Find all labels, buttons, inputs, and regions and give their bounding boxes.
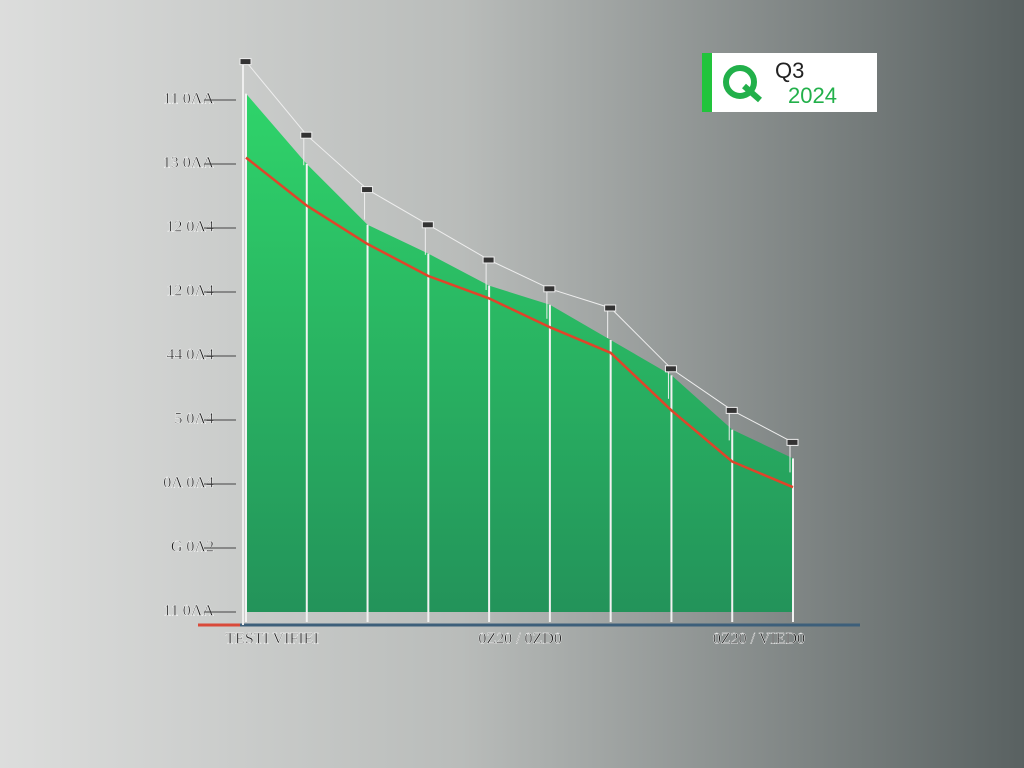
- marker: [604, 304, 617, 312]
- marker: [421, 221, 434, 229]
- marker: [239, 58, 252, 66]
- x-tick-label: 0Z20 / VIED0: [713, 631, 805, 648]
- marker: [664, 365, 677, 373]
- badge: Q3 2024: [702, 53, 877, 112]
- y-tick-label: 5 0Λ4: [174, 411, 214, 428]
- badge-logo-tail: [742, 83, 762, 103]
- y-tick-label: 0Λ 0Λ4: [163, 475, 214, 492]
- y-tick-label: 11 0ΛΛ: [163, 91, 214, 108]
- y-tick-label: 11 0ΛΛ: [163, 603, 214, 620]
- badge-title: Q3: [775, 58, 804, 83]
- y-tick-label: 44 0Λ4: [166, 347, 214, 364]
- x-tick-label: 0Z20 / 0ZD0: [478, 631, 562, 648]
- line: [245, 156, 794, 489]
- badge-logo: [723, 65, 757, 99]
- badge-box: [702, 53, 877, 112]
- y-tick-label: 12 0Λ4: [166, 219, 214, 236]
- marker: [361, 186, 374, 194]
- marker: [786, 438, 799, 446]
- x-tick-label: TESTI VIFIEI: [225, 631, 318, 648]
- y-tick-label: 12 0Λ4: [166, 283, 214, 300]
- badge-stripe: [702, 53, 712, 112]
- marker-line: [245, 61, 794, 443]
- area: [246, 93, 793, 613]
- y-tick-label: G 0Λ2: [171, 539, 214, 556]
- marker: [300, 131, 313, 139]
- y-tick-label: 13 0ΛΛ: [163, 155, 215, 172]
- marker: [543, 285, 556, 293]
- marker: [482, 256, 495, 264]
- badge-subtitle: 2024: [788, 83, 837, 108]
- marker: [725, 406, 738, 414]
